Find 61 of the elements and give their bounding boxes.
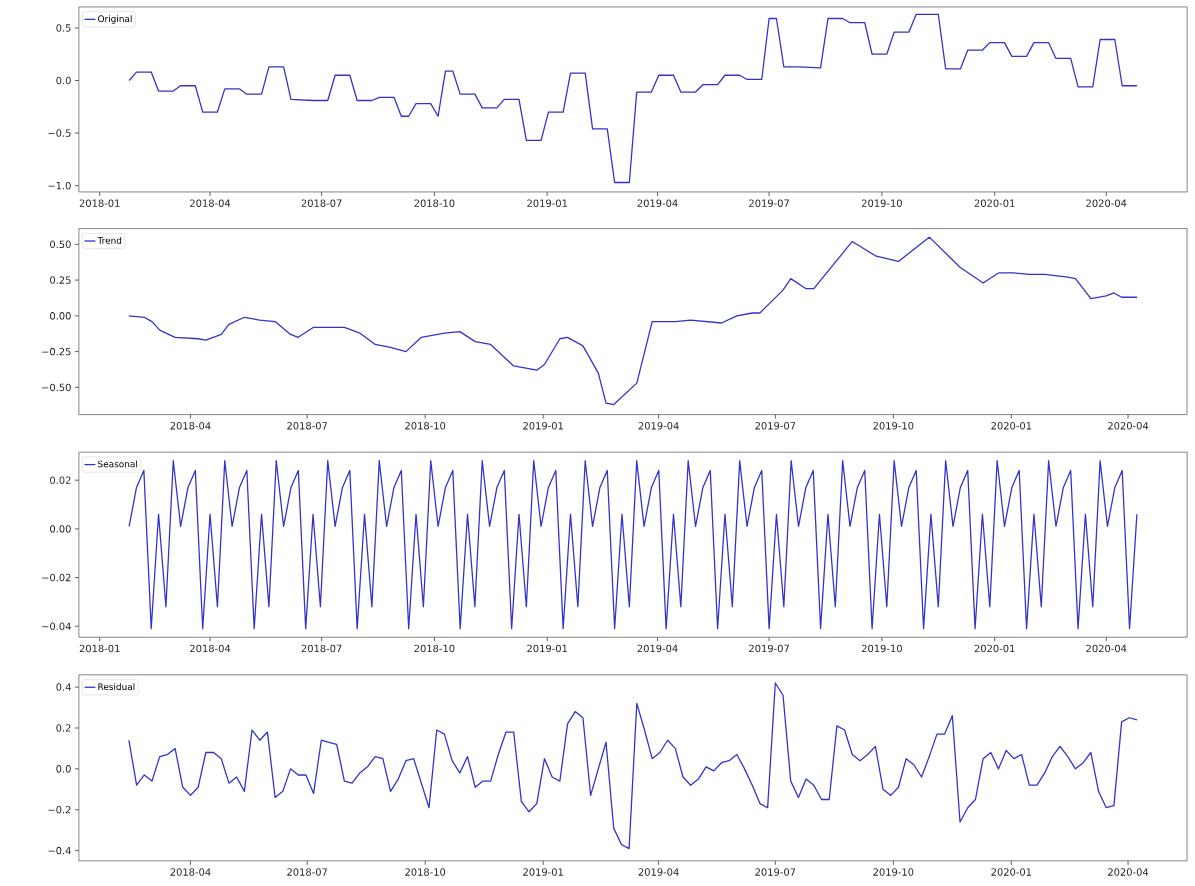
x-tick-label: 2019-01 [527, 644, 567, 653]
legend-label: Residual [98, 683, 135, 691]
x-tick-label: 2018-04 [170, 868, 211, 876]
x-tick-label: 2019-07 [755, 868, 796, 876]
x-tick-label: 2018-07 [301, 199, 342, 208]
y-tick-label: 0.00 [50, 312, 71, 320]
y-tick-label: 0.5 [56, 24, 71, 32]
x-tick-label: 2018-04 [190, 644, 231, 653]
x-tick-label: 2020-04 [1086, 644, 1127, 653]
x-tick-label: 2018-10 [414, 644, 455, 653]
x-tick-label: 2019-10 [861, 644, 902, 653]
x-tick-label: 2020-01 [991, 422, 1032, 430]
x-tick-label: 2018-04 [190, 199, 231, 208]
x-tick-label: 2020-04 [1108, 868, 1149, 876]
x-tick-label: 2018-01 [79, 644, 120, 653]
x-tick-label: 2019-07 [755, 422, 796, 430]
legend-label: Trend [97, 237, 122, 244]
x-tick-label: 2018-01 [79, 199, 120, 208]
x-tick-label: 2019-01 [527, 199, 567, 208]
y-tick-label: 0.25 [50, 276, 71, 285]
y-tick-label: −0.4 [48, 847, 71, 855]
x-tick-label: 2019-04 [637, 644, 678, 653]
y-tick-label: −1.0 [48, 182, 71, 190]
x-tick-label: 2019-04 [638, 422, 679, 430]
x-tick-label: 2020-01 [974, 644, 1015, 653]
y-tick-label: 0.4 [56, 683, 71, 692]
x-tick-label: 2018-10 [414, 199, 455, 208]
x-tick-label: 2019-01 [523, 868, 563, 876]
y-tick-label: 0.2 [56, 724, 71, 732]
x-tick-label: 2019-01 [523, 422, 563, 430]
y-tick-label: −0.04 [42, 622, 71, 631]
line-series [128, 236, 1138, 406]
x-tick-label: 2020-01 [991, 868, 1032, 876]
x-tick-label: 2020-04 [1108, 422, 1149, 430]
y-tick-label: 0.0 [56, 765, 71, 773]
y-tick-label: −0.25 [42, 348, 71, 356]
x-tick-label: 2019-04 [638, 868, 679, 876]
y-tick-label: −0.5 [48, 129, 71, 138]
x-tick-label: 2018-07 [301, 644, 342, 653]
x-tick-label: 2018-04 [170, 422, 211, 430]
y-tick-label: −0.2 [48, 806, 71, 814]
x-tick-label: 2019-10 [873, 868, 914, 876]
y-tick-label: 0.00 [50, 525, 71, 533]
x-tick-label: 2019-07 [749, 199, 789, 208]
y-tick-label: −0.50 [42, 383, 71, 392]
x-tick-label: 2020-01 [974, 199, 1015, 208]
x-tick-label: 2018-10 [405, 422, 446, 430]
x-tick-label: 2018-07 [287, 868, 327, 876]
x-tick-label: 2018-07 [287, 422, 327, 430]
y-tick-label: −0.02 [42, 574, 71, 582]
x-tick-label: 2020-04 [1086, 199, 1127, 208]
x-tick-label: 2018-10 [405, 868, 446, 876]
y-tick-label: 0.50 [50, 240, 71, 249]
x-tick-label: 2019-10 [873, 422, 914, 430]
legend-label: Seasonal [98, 460, 137, 468]
x-tick-label: 2019-04 [637, 199, 678, 208]
y-tick-label: 0.0 [56, 76, 71, 85]
y-tick-label: 0.02 [50, 476, 71, 485]
x-tick-label: 2019-07 [749, 644, 789, 653]
x-tick-label: 2019-10 [861, 199, 902, 208]
legend-label: Original [98, 15, 132, 25]
